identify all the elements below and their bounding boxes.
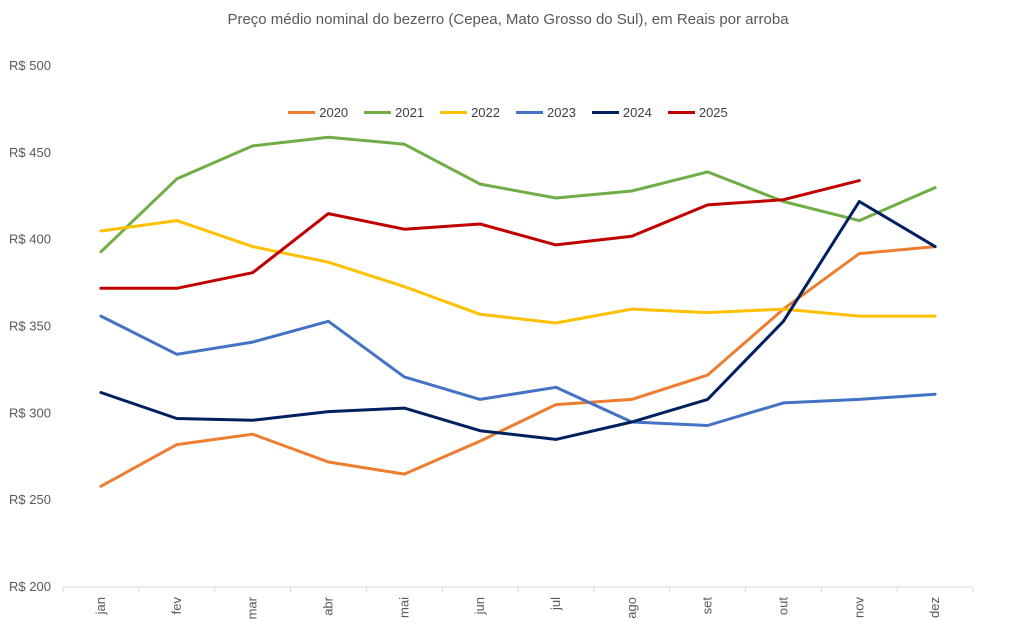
legend-label: 2020: [319, 105, 349, 120]
series-line-2024: [99, 200, 937, 441]
y-tick-label: R$ 400: [9, 232, 51, 247]
y-tick-label: R$ 500: [9, 58, 51, 73]
legend-item-2022: 2022: [440, 105, 500, 120]
x-tick-label: mar: [245, 596, 260, 619]
series-line-2022: [99, 219, 937, 325]
y-tick-label: R$ 300: [9, 405, 51, 420]
legend-label: 2025: [698, 105, 728, 120]
y-tick-label: R$ 250: [9, 492, 51, 507]
x-tick-label: ago: [624, 597, 639, 619]
chart-title: Preço médio nominal do bezerro (Cepea, M…: [227, 11, 789, 28]
legend-item-2023: 2023: [516, 105, 576, 120]
series-line-2020: [99, 245, 937, 488]
legend-label: 2024: [622, 105, 652, 120]
x-tick-label: jan: [93, 597, 108, 615]
x-tick-label: dez: [927, 597, 942, 618]
legend-swatch: [591, 111, 619, 114]
series-line-2023: [99, 314, 937, 427]
x-tick-label: set: [700, 597, 715, 615]
legend-swatch: [364, 111, 392, 114]
y-tick-label: R$ 450: [9, 145, 51, 160]
legend-swatch: [288, 111, 316, 114]
legend-item-2020: 2020: [288, 105, 348, 120]
legend-item-2021: 2021: [364, 105, 424, 120]
x-tick-label: out: [775, 597, 790, 615]
legend-swatch: [516, 111, 543, 114]
legend-label: 2021: [395, 105, 425, 120]
x-tick-label: abr: [320, 596, 335, 615]
y-tick-label: R$ 200: [9, 579, 51, 594]
series-line-2021: [99, 135, 937, 254]
legend: 2020 2021 2022 2023 2024 2025: [0, 105, 1016, 120]
x-tick-label: jun: [472, 597, 487, 615]
legend-swatch: [440, 111, 468, 114]
x-tick-label: fev: [169, 597, 184, 615]
legend-item-2024: 2024: [591, 105, 652, 120]
legend-swatch: [667, 111, 695, 114]
x-tick-label: mai: [396, 597, 411, 618]
x-tick-label: jul: [548, 597, 563, 611]
legend-label: 2022: [471, 105, 500, 120]
y-tick-label: R$ 350: [9, 319, 51, 334]
x-tick-label: nov: [851, 597, 866, 618]
legend-label: 2023: [547, 105, 576, 120]
legend-item-2025: 2025: [667, 105, 728, 120]
series-line-2025: [99, 179, 861, 290]
